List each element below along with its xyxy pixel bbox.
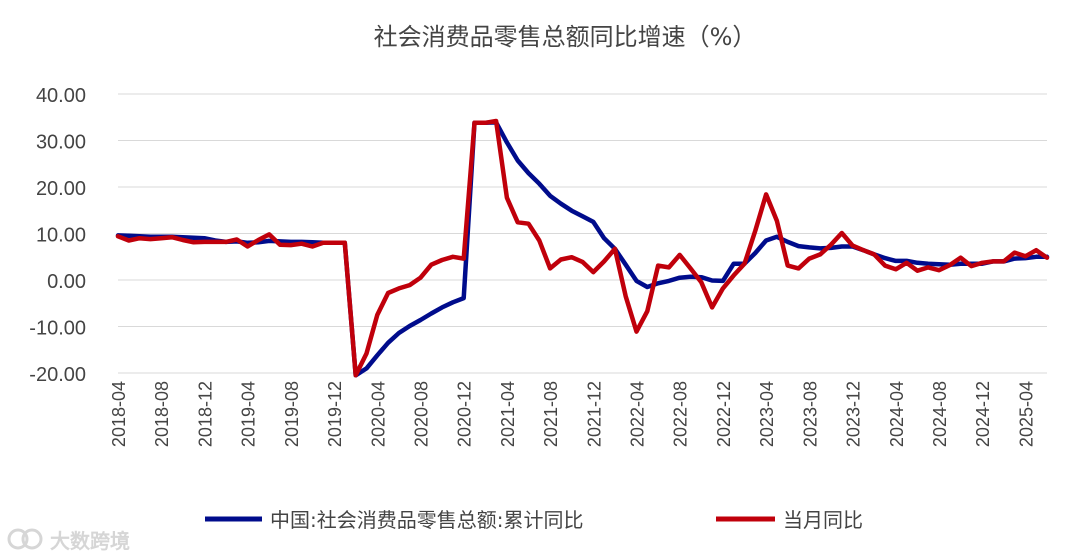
- x-tick-label: 2022-04: [628, 381, 648, 447]
- x-tick-label: 2023-04: [757, 381, 777, 447]
- y-tick-label: 10.00: [36, 225, 86, 247]
- x-tick-label: 2018-04: [109, 381, 129, 447]
- watermark-text: 大数跨境: [50, 528, 130, 553]
- x-tick-label: 2021-12: [584, 381, 604, 447]
- x-tick-label: 2021-08: [541, 381, 561, 447]
- series-line-cumulative-yoy: [115, 120, 1050, 378]
- y-tick-label: 40.00: [36, 85, 86, 107]
- x-tick-label: 2023-12: [844, 381, 864, 447]
- x-tick-label: 2021-04: [498, 381, 518, 447]
- watermark: 大数跨境: [6, 524, 146, 554]
- legend: 中国:社会消费品零售总额:累计同比 当月同比: [205, 508, 863, 532]
- x-tick-label: 2018-12: [195, 381, 215, 447]
- y-tick-label: 20.00: [36, 178, 86, 200]
- x-tick-label: 2022-12: [714, 381, 734, 447]
- legend-label: 中国:社会消费品零售总额:累计同比: [270, 508, 583, 532]
- y-tick-label: -20.00: [29, 364, 86, 386]
- x-tick-label: 2022-08: [671, 381, 691, 447]
- legend-label: 当月同比: [783, 508, 863, 532]
- x-tick-label: 2020-04: [368, 381, 388, 447]
- x-tick-label: 2019-12: [325, 381, 345, 447]
- x-tick-label: 2024-04: [887, 381, 907, 447]
- x-axis-tick-labels: 2018-04 2018-08 2018-12 2019-04 2019-08 2019-…: [109, 381, 1036, 447]
- x-tick-label: 2025-04: [1016, 381, 1036, 447]
- x-tick-label: 2024-08: [930, 381, 950, 447]
- x-tick-label: 2020-08: [411, 381, 431, 447]
- chart-title: 社会消费品零售总额同比增速（%）: [374, 23, 757, 51]
- series-lines: [115, 118, 1050, 378]
- series-line-monthly-yoy: [115, 118, 1050, 378]
- x-tick-label: 2019-08: [282, 381, 302, 447]
- x-tick-label: 2018-08: [152, 381, 172, 447]
- watermark-logo-icon: [7, 528, 43, 550]
- x-tick-label: 2023-08: [800, 381, 820, 447]
- x-tick-label: 2019-04: [239, 381, 259, 447]
- y-tick-label: -10.00: [29, 318, 86, 340]
- x-tick-label: 2020-12: [455, 381, 475, 447]
- x-tick-label: 2024-12: [973, 381, 993, 447]
- y-axis-tick-labels: -20.00 -10.00 0.00 10.00 20.00 30.00 40.00: [29, 85, 86, 386]
- y-tick-label: 30.00: [36, 132, 86, 154]
- y-tick-label: 0.00: [47, 271, 86, 293]
- gridlines: [118, 93, 1047, 374]
